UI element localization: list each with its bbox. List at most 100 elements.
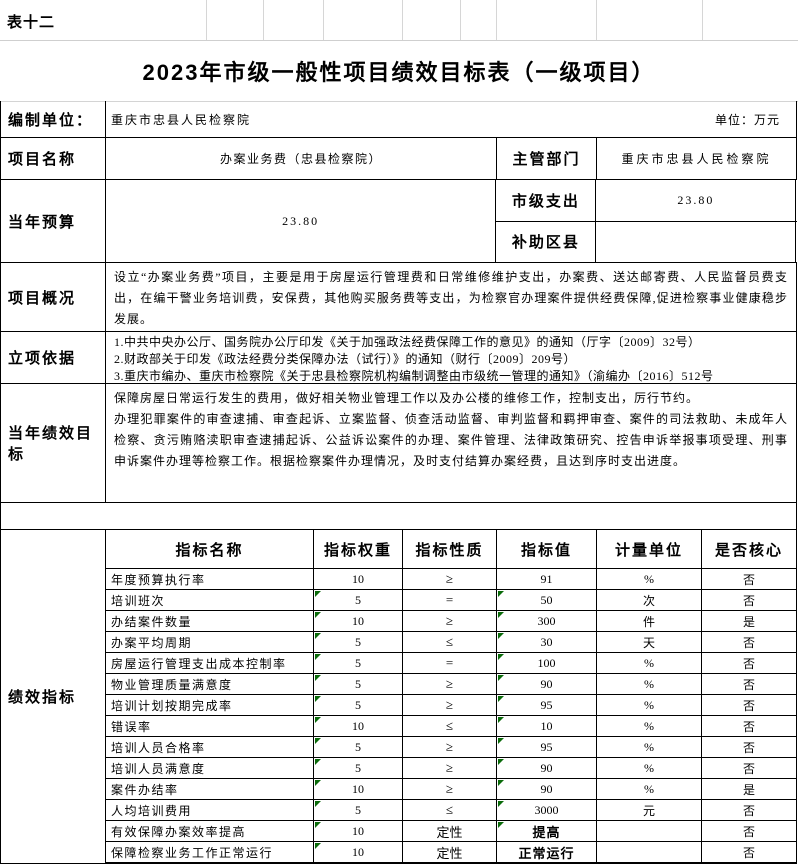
indicator-value: 10: [497, 716, 597, 736]
indicator-name: 培训人员满意度: [106, 758, 314, 778]
indicator-value: 95: [497, 737, 597, 757]
indicator-core: 否: [702, 590, 797, 610]
indicator-unit: %: [597, 653, 702, 673]
col-header-name: 指标名称: [106, 530, 314, 568]
col-header-value: 指标值: [497, 530, 597, 568]
indicator-row: 培训人员满意度 5 ≥ 90 % 否: [106, 758, 797, 779]
budget-label: 当年预算: [1, 180, 106, 262]
indicator-value: 91: [497, 569, 597, 589]
indicator-unit: 天: [597, 632, 702, 652]
overview-label: 项目概况: [1, 263, 106, 331]
indicator-rows: 年度预算执行率 10 ≥ 91 % 否 培训班次 5 = 50 次 否 办结案件…: [106, 569, 797, 863]
overview-text: 设立“办案业务费”项目，主要是用于房屋运行管理费和日常维修维护支出，办案费、送达…: [114, 270, 788, 326]
indicator-core: 否: [702, 569, 797, 589]
dept-value: 重庆市忠县人民检察院: [597, 138, 797, 179]
indicator-core: 否: [702, 674, 797, 694]
indicator-core: 否: [702, 758, 797, 778]
indicator-value: 300: [497, 611, 597, 631]
indicator-nature: ≤: [403, 800, 497, 820]
indicator-nature: ≥: [403, 611, 497, 631]
county-subsidy-label: 补助区县: [496, 221, 597, 262]
annual-goal-paragraph: 保障房屋日常运行发生的费用，做好相关物业管理工作以及办公楼的维修工作，控制支出，…: [114, 391, 700, 405]
indicator-name: 培训计划按期完成率: [106, 695, 314, 715]
indicator-table: 指标名称 指标权重 指标性质 指标值 计量单位 是否核心 年度预算执行率 10 …: [106, 530, 797, 863]
indicator-nature: =: [403, 653, 497, 673]
indicator-row: 案件办结率 10 ≥ 90 % 是: [106, 779, 797, 800]
budget-value: 23.80: [106, 180, 497, 262]
indicator-value: 30: [497, 632, 597, 652]
indicator-value: 90: [497, 779, 597, 799]
project-name-row: 项目名称 办案业务费（忠县检察院） 主管部门 重庆市忠县人民检察院: [1, 138, 797, 180]
indicator-weight: 10: [314, 716, 403, 736]
indicator-name: 人均培训费用: [106, 800, 314, 820]
indicator-nature: ≥: [403, 569, 497, 589]
indicator-row: 错误率 10 ≤ 10 % 否: [106, 716, 797, 737]
title-row: 2023年市级一般性项目绩效目标表（一级项目）: [0, 41, 798, 102]
indicator-nature: ≥: [403, 779, 497, 799]
annual-goal-paragraph: 办理犯罪案件的审查逮捕、审查起诉、立案监督、侦查活动监督、审判监督和羁押审查、案…: [114, 412, 788, 468]
indicator-row: 培训人员合格率 5 ≥ 95 % 否: [106, 737, 797, 758]
indicator-row: 年度预算执行率 10 ≥ 91 % 否: [106, 569, 797, 590]
indicator-weight: 5: [314, 674, 403, 694]
performance-target-table: 编制单位： 重庆市忠县人民检察院 单位：万元 项目名称 办案业务费（忠县检察院）…: [0, 101, 797, 864]
indicator-value: 提高: [497, 821, 597, 841]
overview-text-cell: 设立“办案业务费”项目，主要是用于房屋运行管理费和日常维修维护支出，办案费、送达…: [106, 263, 797, 331]
indicator-core: 否: [702, 821, 797, 841]
indicator-row: 物业管理质量满意度 5 ≥ 90 % 否: [106, 674, 797, 695]
indicator-nature: ≤: [403, 716, 497, 736]
basis-label: 立项依据: [1, 332, 106, 383]
gridline: [402, 0, 403, 40]
indicator-name: 房屋运行管理支出成本控制率: [106, 653, 314, 673]
indicator-value: 95: [497, 695, 597, 715]
col-header-core: 是否核心: [702, 530, 797, 568]
indicator-weight: 5: [314, 758, 403, 778]
basis-line: 2.财政部关于印发《政法经费分类保障办法（试行）》的通知（财行〔2009〕209…: [114, 352, 577, 366]
indicator-unit: [597, 842, 702, 862]
indicator-name: 案件办结率: [106, 779, 314, 799]
indicator-name: 培训班次: [106, 590, 314, 610]
indicators-section-label: 绩效指标: [1, 530, 106, 863]
basis-line: 1.中共中央办公厅、国务院办公厅印发《关于加强政法经费保障工作的意见》的通知（厅…: [114, 335, 701, 349]
indicator-core: 否: [702, 800, 797, 820]
unit-note: 单位：万元: [691, 101, 797, 137]
indicator-name: 有效保障办案效率提高: [106, 821, 314, 841]
col-header-weight: 指标权重: [314, 530, 403, 568]
indicator-weight: 5: [314, 632, 403, 652]
indicator-name: 培训人员合格率: [106, 737, 314, 757]
indicator-weight: 10: [314, 611, 403, 631]
indicator-nature: ≥: [403, 674, 497, 694]
page-title: 2023年市级一般性项目绩效目标表（一级项目）: [142, 60, 656, 85]
indicator-unit: %: [597, 569, 702, 589]
indicator-value: 100: [497, 653, 597, 673]
indicator-row: 房屋运行管理支出成本控制率 5 = 100 % 否: [106, 653, 797, 674]
county-subsidy-value: [596, 221, 797, 262]
overview-row: 项目概况 设立“办案业务费”项目，主要是用于房屋运行管理费和日常维修维护支出，办…: [1, 263, 797, 332]
col-header-unit: 计量单位: [597, 530, 702, 568]
project-name-value: 办案业务费（忠县检察院）: [106, 138, 497, 179]
gridline: [496, 0, 497, 40]
indicator-unit: %: [597, 695, 702, 715]
indicator-weight: 5: [314, 695, 403, 715]
indicator-row: 有效保障办案效率提高 10 定性 提高 否: [106, 821, 797, 842]
indicator-core: 否: [702, 842, 797, 862]
gridline: [702, 0, 703, 40]
indicator-core: 是: [702, 611, 797, 631]
annual-goal-text-cell: 保障房屋日常运行发生的费用，做好相关物业管理工作以及办公楼的维修工作，控制支出，…: [106, 384, 797, 502]
city-expense-value: 23.80: [596, 180, 797, 221]
spacer-row: [1, 503, 797, 530]
indicator-unit: 次: [597, 590, 702, 610]
gridline: [460, 0, 461, 40]
indicator-weight: 5: [314, 737, 403, 757]
indicator-unit: %: [597, 716, 702, 736]
indicator-value: 90: [497, 758, 597, 778]
indicator-value: 90: [497, 674, 597, 694]
annual-goal-label: 当年绩效目标: [1, 384, 106, 502]
col-header-nature: 指标性质: [403, 530, 497, 568]
prepared-by-label: 编制单位：: [1, 101, 106, 137]
indicator-unit: %: [597, 674, 702, 694]
indicator-unit: 元: [597, 800, 702, 820]
county-subsidy-subrow: 补助区县: [496, 221, 797, 262]
indicator-weight: 5: [314, 653, 403, 673]
indicator-nature: ≤: [403, 632, 497, 652]
